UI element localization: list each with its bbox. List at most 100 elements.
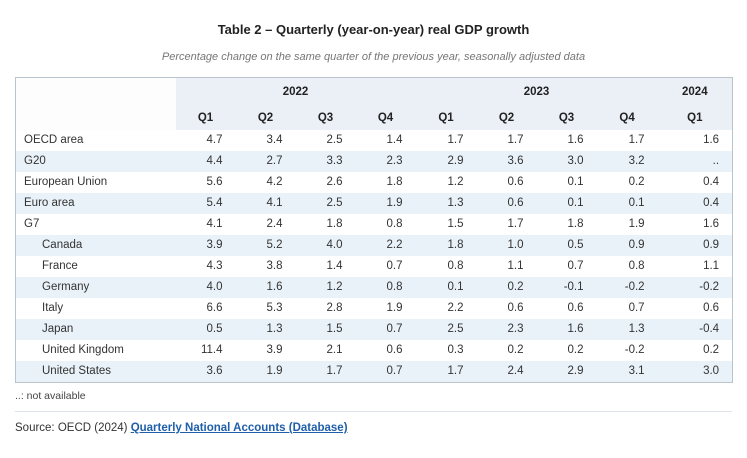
- value-cell: -0.2: [657, 277, 733, 298]
- value-cell: 2.2: [447, 302, 464, 314]
- value-cell: 0.7: [386, 260, 403, 272]
- quarter-header: Q3: [295, 106, 356, 130]
- value-cell: 0.8: [386, 218, 403, 230]
- value-cell: 3.8: [266, 260, 283, 272]
- quarter-header: Q1: [657, 106, 733, 130]
- value-cell: 0.6: [567, 302, 584, 314]
- value-cell: 0.6: [507, 302, 524, 314]
- value-cell: 1.6: [235, 277, 296, 298]
- table-row: France 4.3 3.8 1.4 0.7 0.8 1.1 0.7 0.8 1.1: [16, 256, 733, 277]
- value-cell: 1.0: [476, 235, 537, 256]
- value-cell: 1.2: [295, 277, 356, 298]
- value-cell: 1.7: [628, 134, 645, 146]
- table-row: United Kingdom 11.4 3.9 2.1 0.6 0.3 0.2 0.2 -0.2…: [16, 340, 733, 361]
- row-label: Canada: [15, 235, 176, 256]
- value-cell: 4.0: [175, 277, 236, 298]
- value-cell: 0.9: [657, 235, 733, 256]
- value-cell: 0.2: [628, 176, 645, 188]
- value-cell: -0.2: [624, 344, 645, 356]
- table-row: Canada 3.9 5.2 4.0 2.2 1.8 1.0 0.5 0.9 0.9: [15, 235, 733, 256]
- quarter-header: Q4: [355, 106, 416, 130]
- value-cell: 0.1: [536, 193, 597, 214]
- value-cell: 4.0: [295, 235, 356, 256]
- value-cell: ..: [657, 151, 733, 172]
- table-subtitle: Percentage change on the same quarter of…: [161, 51, 586, 63]
- value-cell: 0.3: [447, 344, 464, 356]
- table-row: United States 3.6 1.9 1.7 0.7 1.7 2.4 2.9 3.1 3.0: [15, 361, 733, 383]
- value-cell: 1.8: [415, 235, 477, 256]
- value-cell: 6.6: [206, 302, 223, 314]
- row-label: Japan: [15, 319, 176, 340]
- value-cell: 0.6: [476, 193, 537, 214]
- value-cell: 0.2: [567, 344, 584, 356]
- value-cell: 1.7: [295, 361, 356, 383]
- row-label: United States: [15, 361, 176, 383]
- source-line: Source: OECD (2024) Quarterly National A…: [15, 411, 732, 434]
- source-prefix: Source: OECD (2024): [15, 422, 131, 434]
- value-cell: 3.6: [476, 151, 537, 172]
- value-cell: 2.3: [355, 151, 416, 172]
- value-cell: 2.2: [355, 235, 416, 256]
- value-cell: 1.6: [703, 134, 720, 146]
- value-cell: 0.7: [567, 260, 584, 272]
- value-cell: 1.6: [536, 319, 597, 340]
- value-cell: 1.8: [326, 218, 343, 230]
- value-cell: 5.4: [175, 193, 236, 214]
- value-cell: 1.9: [355, 193, 416, 214]
- table-row: OECD area 4.7 3.4 2.5 1.4 1.7 1.7 1.6 1.7 1.6: [16, 130, 733, 151]
- quarter-header: Q2: [476, 106, 537, 130]
- value-cell: 3.6: [175, 361, 236, 383]
- value-cell: 11.4: [200, 344, 223, 356]
- value-cell: 4.2: [266, 176, 283, 188]
- value-cell: 0.9: [596, 235, 658, 256]
- value-cell: 1.5: [447, 218, 464, 230]
- value-cell: 0.2: [703, 344, 720, 356]
- footnote: ..: not available: [15, 390, 86, 402]
- value-cell: 1.8: [567, 218, 584, 230]
- value-cell: 1.6: [703, 218, 720, 230]
- table-body: OECD area 4.7 3.4 2.5 1.4 1.7 1.7 1.6 1.7 1.6 G20 4…: [15, 130, 733, 383]
- value-cell: 3.9: [266, 344, 283, 356]
- value-cell: 1.4: [386, 134, 403, 146]
- quarter-header: Q2: [235, 106, 296, 130]
- value-cell: 1.7: [415, 361, 477, 383]
- value-cell: 0.6: [507, 176, 524, 188]
- value-cell: 1.7: [507, 218, 524, 230]
- row-label: European Union: [24, 176, 108, 188]
- row-label: Germany: [15, 277, 176, 298]
- value-cell: 0.5: [536, 235, 597, 256]
- year-header: 2023: [415, 77, 658, 106]
- value-cell: 1.9: [235, 361, 296, 383]
- value-cell: 5.3: [266, 302, 283, 314]
- source-link[interactable]: Quarterly National Accounts (Database): [130, 422, 348, 434]
- value-cell: 1.9: [628, 218, 645, 230]
- value-cell: 5.2: [235, 235, 296, 256]
- value-cell: 1.5: [295, 319, 356, 340]
- table-row: G7 4.1 2.4 1.8 0.8 1.5 1.7 1.8 1.9 1.6: [16, 214, 733, 235]
- table-row: Italy 6.6 5.3 2.8 1.9 2.2 0.6 0.6 0.7 0.6: [16, 298, 733, 319]
- value-cell: 3.2: [596, 151, 658, 172]
- value-cell: 2.7: [235, 151, 296, 172]
- value-cell: 0.1: [596, 193, 658, 214]
- value-cell: 0.2: [507, 344, 524, 356]
- row-label: Euro area: [15, 193, 176, 214]
- row-label: G7: [24, 218, 40, 230]
- value-cell: 4.4: [175, 151, 236, 172]
- quarter-header: Q1: [175, 106, 236, 130]
- table-row: Euro area 5.4 4.1 2.5 1.9 1.3 0.6 0.1 0.1 0.4: [15, 193, 733, 214]
- value-cell: 1.7: [507, 134, 524, 146]
- value-cell: 0.6: [386, 344, 403, 356]
- value-cell: 1.7: [447, 134, 464, 146]
- value-cell: 0.4: [703, 176, 720, 188]
- value-cell: 2.3: [476, 319, 537, 340]
- value-cell: 1.1: [507, 260, 524, 272]
- value-cell: 0.8: [355, 277, 416, 298]
- table-row: G20 4.4 2.7 3.3 2.3 2.9 3.6 3.0 3.2..: [15, 151, 733, 172]
- table-row: European Union 5.6 4.2 2.6 1.8 1.2 0.6 0.1 0.2 0.…: [16, 172, 733, 193]
- table-row: Germany 4.0 1.6 1.2 0.8 0.1 0.2 -0.1 -0.2 -0.2: [15, 277, 733, 298]
- value-cell: 2.4: [476, 361, 537, 383]
- row-label: France: [42, 260, 78, 272]
- value-cell: 4.7: [206, 134, 223, 146]
- value-cell: 2.9: [415, 151, 477, 172]
